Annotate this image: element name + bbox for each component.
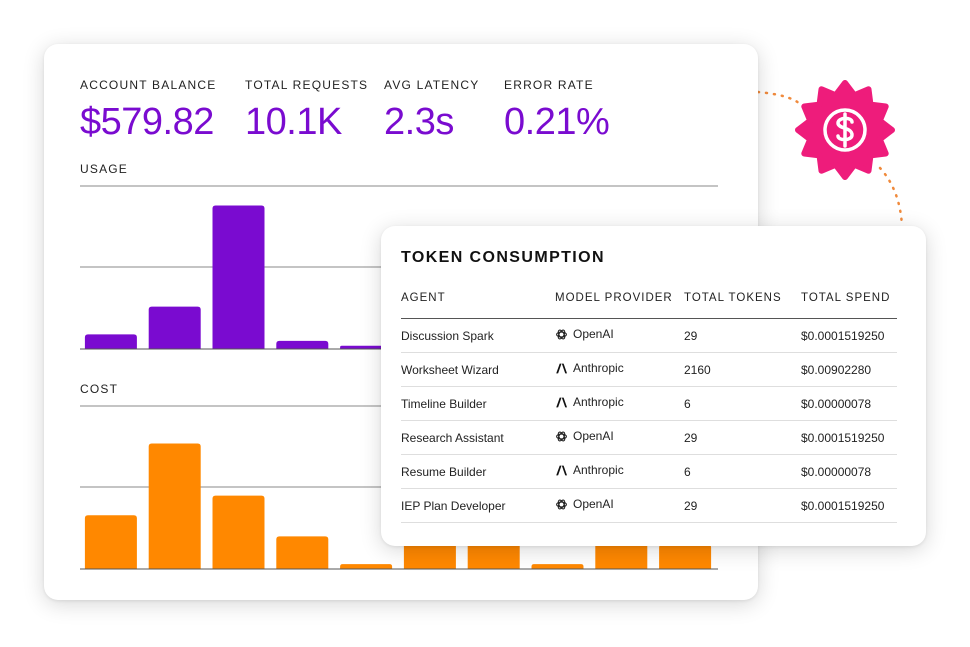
openai-icon	[556, 329, 567, 340]
provider-name: Anthropic	[573, 361, 624, 376]
provider-name: OpenAI	[573, 429, 614, 444]
token-table-header: AGENT MODEL PROVIDER TOTAL TOKENS TOTAL …	[401, 286, 897, 319]
spend-cell: $0.0001519250	[801, 488, 897, 523]
usage-bar	[276, 340, 329, 349]
error-rate-label: ERROR RATE	[504, 78, 594, 92]
token-consumption-title: TOKEN CONSUMPTION	[401, 249, 605, 266]
anthropic-icon	[556, 465, 568, 476]
table-row[interactable]: Worksheet Wizard Anthropic 2160 $0.00902280	[401, 352, 897, 387]
anthropic-icon	[556, 363, 568, 374]
table-row[interactable]: Discussion Spark OpenAI 29 $0.0001519250	[401, 318, 897, 353]
agent-column-header[interactable]: AGENT	[401, 286, 555, 319]
table-row[interactable]: IEP Plan Developer OpenAI 29 $0.0001519250	[401, 488, 897, 523]
account-balance-value: $579.82	[80, 101, 214, 143]
cost-bar	[148, 443, 201, 569]
total-tokens-column-header[interactable]: TOTAL TOKENS	[684, 286, 801, 319]
cost-bar	[276, 536, 329, 569]
anthropic-icon	[556, 397, 568, 408]
provider-cell: Anthropic	[555, 454, 684, 489]
tokens-cell: 6	[684, 386, 801, 421]
avg-latency-value: 2.3s	[384, 101, 454, 143]
spend-cell: $0.00902280	[801, 352, 897, 387]
agent-link[interactable]: Timeline Builder	[401, 386, 555, 421]
tokens-cell: 6	[684, 454, 801, 489]
spend-cell: $0.0001519250	[801, 420, 897, 455]
provider-cell: Anthropic	[555, 352, 684, 387]
provider-cell: Anthropic	[555, 386, 684, 421]
provider-cell: OpenAI	[555, 318, 684, 353]
cost-bar	[84, 515, 137, 569]
account-balance-stat: ACCOUNT BALANCE $579.82	[80, 78, 216, 144]
cost-bar	[595, 541, 648, 569]
cost-bar	[659, 544, 712, 569]
provider-cell: OpenAI	[555, 488, 684, 523]
provider-name: OpenAI	[573, 497, 614, 512]
table-row[interactable]: Timeline Builder Anthropic 6 $0.00000078	[401, 386, 897, 421]
agent-link[interactable]: Resume Builder	[401, 454, 555, 489]
avg-latency-stat: AVG LATENCY 2.3s	[384, 78, 479, 144]
avg-latency-label: AVG LATENCY	[384, 78, 480, 92]
account-balance-label: ACCOUNT BALANCE	[80, 78, 217, 92]
provider-name: Anthropic	[573, 395, 624, 410]
usage-bar	[212, 205, 265, 349]
openai-icon	[556, 431, 567, 442]
token-table: AGENT MODEL PROVIDER TOTAL TOKENS TOTAL …	[401, 286, 897, 523]
model-provider-column-header[interactable]: MODEL PROVIDER	[555, 286, 684, 319]
provider-name: Anthropic	[573, 463, 624, 478]
cost-bar	[531, 564, 584, 569]
tokens-cell: 29	[684, 420, 801, 455]
usage-bar	[84, 334, 137, 349]
agent-link[interactable]: IEP Plan Developer	[401, 488, 555, 523]
cost-bar	[340, 564, 393, 569]
agent-link[interactable]: Discussion Spark	[401, 318, 555, 353]
table-row[interactable]: Resume Builder Anthropic 6 $0.00000078	[401, 454, 897, 489]
tokens-cell: 29	[684, 318, 801, 353]
error-rate-value: 0.21%	[504, 101, 610, 143]
total-spend-column-header[interactable]: TOTAL SPEND	[801, 286, 897, 319]
tokens-cell: 29	[684, 488, 801, 523]
provider-name: OpenAI	[573, 327, 614, 342]
usage-label: USAGE	[80, 162, 129, 176]
total-requests-stat: TOTAL REQUESTS 10.1K	[245, 78, 368, 144]
usage-bar	[340, 345, 393, 349]
cost-label: COST	[80, 382, 119, 396]
tokens-cell: 2160	[684, 352, 801, 387]
dollar-badge-icon	[795, 80, 895, 180]
token-consumption-card: TOKEN CONSUMPTION AGENT MODEL PROVIDER T…	[381, 226, 926, 546]
spend-cell: $0.00000078	[801, 386, 897, 421]
usage-bar	[148, 306, 201, 349]
openai-icon	[556, 499, 567, 510]
provider-cell: OpenAI	[555, 420, 684, 455]
cost-bar	[212, 495, 265, 569]
total-requests-value: 10.1K	[245, 101, 342, 143]
agent-link[interactable]: Research Assistant	[401, 420, 555, 455]
error-rate-stat: ERROR RATE 0.21%	[504, 78, 610, 144]
spend-cell: $0.0001519250	[801, 318, 897, 353]
agent-link[interactable]: Worksheet Wizard	[401, 352, 555, 387]
table-row[interactable]: Research Assistant OpenAI 29 $0.0001519250	[401, 420, 897, 455]
total-requests-label: TOTAL REQUESTS	[245, 78, 369, 92]
spend-cell: $0.00000078	[801, 454, 897, 489]
